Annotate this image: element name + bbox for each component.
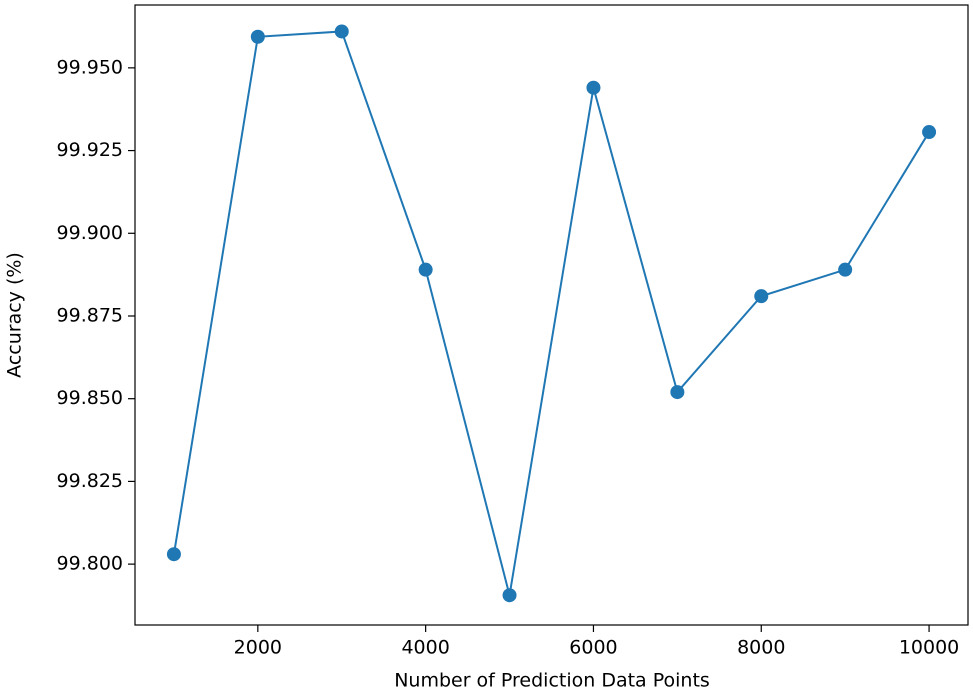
marker	[754, 289, 769, 304]
marker	[418, 262, 433, 277]
y-tick-label: 99.825	[57, 470, 123, 492]
marker	[838, 262, 853, 277]
x-tick-label: 6000	[569, 637, 617, 659]
x-tick-label: 10000	[899, 637, 959, 659]
marker	[922, 125, 937, 140]
x-tick-label: 8000	[737, 637, 785, 659]
y-tick-label: 99.800	[57, 553, 123, 575]
y-tick-label: 99.900	[57, 222, 123, 244]
marker	[586, 80, 601, 95]
x-axis-title: Number of Prediction Data Points	[394, 670, 710, 692]
marker	[670, 385, 685, 400]
marker	[502, 588, 517, 603]
y-tick-label: 99.950	[57, 56, 123, 78]
x-tick-label: 2000	[234, 637, 282, 659]
y-axis-title: Accuracy (%)	[4, 252, 26, 378]
y-tick-label: 99.875	[57, 304, 123, 326]
marker	[334, 24, 349, 39]
y-tick-label: 99.925	[57, 139, 123, 161]
line	[172, 30, 930, 596]
marker	[250, 29, 265, 44]
plot-frame	[134, 4, 969, 626]
y-tick-label: 99.850	[57, 387, 123, 409]
x-tick-label: 4000	[401, 637, 449, 659]
marker	[166, 547, 181, 562]
